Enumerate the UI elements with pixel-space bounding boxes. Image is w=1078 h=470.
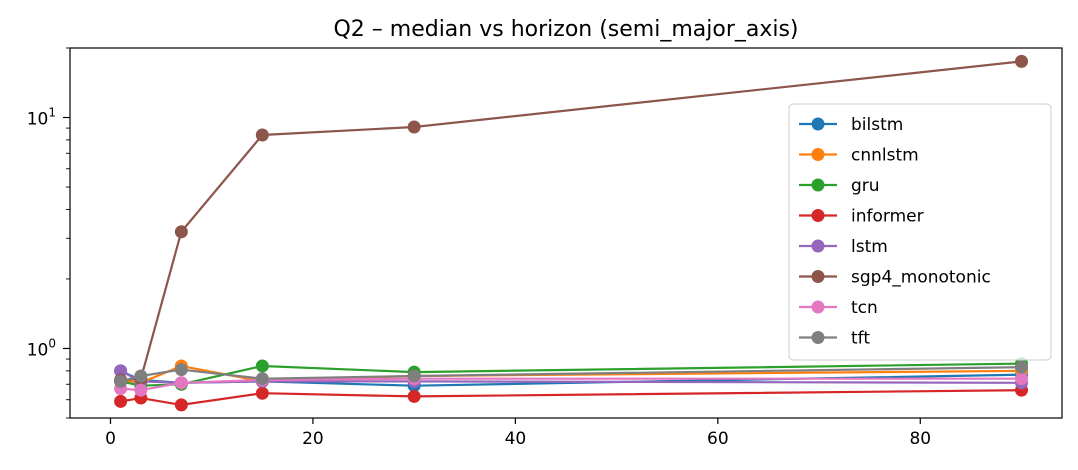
legend-label: bilstm <box>851 115 903 135</box>
legend-item-gru: gru <box>799 176 880 196</box>
data-point <box>255 359 269 373</box>
legend: bilstm cnnlstm gru informer lstm sgp4_monoton… <box>788 103 1052 361</box>
data-point <box>1015 54 1029 68</box>
legend-marker <box>811 300 825 314</box>
data-point <box>174 398 188 412</box>
legend-item-tft: tft <box>799 329 870 349</box>
data-point <box>407 389 421 403</box>
series-layer <box>114 54 1029 412</box>
legend-item-tcn: tcn <box>799 298 878 318</box>
data-point <box>134 383 148 397</box>
plot-area <box>69 47 1063 419</box>
data-point <box>1015 372 1029 386</box>
series-tcn <box>114 372 1029 397</box>
legend-marker <box>811 209 825 222</box>
legend-label: tcn <box>851 298 878 318</box>
y-tick-label: 100 <box>27 336 56 360</box>
legend-marker <box>811 117 825 131</box>
y-axis: 100 101 <box>27 47 70 419</box>
x-tick-label: 60 <box>707 429 729 449</box>
data-point <box>174 363 188 377</box>
legend-marker <box>811 270 825 283</box>
y-tick-label: 101 <box>27 106 56 130</box>
legend-label: lstm <box>851 237 888 257</box>
data-point <box>255 386 269 400</box>
legend-item-bilstm: bilstm <box>799 115 903 135</box>
x-axis: 0 20 40 60 80 <box>105 418 931 449</box>
chart-title: Q2 – median vs horizon (semi_major_axis) <box>333 17 798 42</box>
data-point <box>114 394 128 408</box>
legend-marker <box>811 331 825 344</box>
data-point <box>174 225 188 239</box>
data-point <box>134 369 148 383</box>
legend-label: tft <box>851 329 870 349</box>
legend-item-lstm: lstm <box>799 237 888 257</box>
legend-label: gru <box>851 176 880 196</box>
x-tick-label: 80 <box>909 429 931 449</box>
legend-item-informer: informer <box>799 207 924 227</box>
legend-marker <box>811 178 825 192</box>
series-line <box>120 377 1022 392</box>
data-point <box>114 364 128 378</box>
series-informer <box>114 383 1029 412</box>
x-tick-label: 20 <box>302 429 324 449</box>
data-point <box>407 120 421 134</box>
data-point <box>1015 360 1029 374</box>
data-point <box>174 376 188 390</box>
series-line <box>120 389 1022 407</box>
data-point <box>114 374 128 388</box>
legend-item-cnnlstm: cnnlstm <box>799 146 919 166</box>
legend-label: informer <box>851 207 924 227</box>
series-tft <box>114 360 1029 388</box>
data-point <box>255 128 269 142</box>
legend-box <box>788 103 1052 361</box>
x-tick-label: 40 <box>505 429 527 449</box>
legend-label: sgp4_monotonic <box>851 268 991 288</box>
x-tick-label: 0 <box>105 429 116 449</box>
legend-label: cnnlstm <box>851 146 919 166</box>
legend-marker <box>811 148 825 161</box>
data-point <box>407 369 421 383</box>
legend-marker <box>811 239 825 253</box>
data-point <box>255 372 269 386</box>
legend-item-sgp4_monotonic: sgp4_monotonic <box>799 268 991 288</box>
